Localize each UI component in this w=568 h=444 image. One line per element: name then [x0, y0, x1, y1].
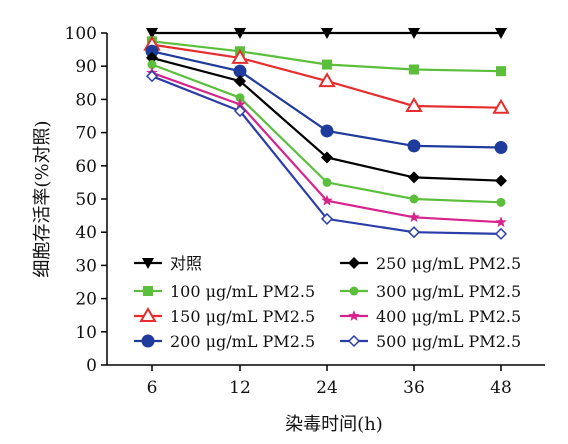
data-point	[496, 66, 506, 77]
data-point	[492, 98, 510, 114]
data-point	[322, 59, 332, 70]
legend-label: 100 μg/mL PM2.5	[170, 282, 315, 301]
legend: 对照 100 μg/mL PM2.5 150 μg/mL PM2.5 200 μg/m…	[134, 254, 521, 351]
legend-label: 500 μg/mL PM2.5	[376, 332, 521, 351]
x-tick-label: 12	[229, 378, 251, 398]
legend-swatch-marker	[142, 258, 154, 269]
data-point	[320, 124, 334, 138]
data-point	[235, 93, 245, 103]
data-point	[231, 48, 249, 64]
legend-label: 300 μg/mL PM2.5	[376, 282, 521, 301]
data-point	[147, 60, 157, 70]
legend-item: 500 μg/mL PM2.5	[340, 332, 521, 351]
legend-item: 对照	[134, 254, 202, 273]
y-tick-label: 100	[65, 24, 97, 44]
y-tick-label: 80	[75, 90, 97, 110]
y-tick-label: 30	[75, 256, 97, 276]
y-tick-label: 10	[75, 323, 97, 343]
data-point	[495, 28, 507, 39]
legend-item: 400 μg/mL PM2.5	[340, 307, 521, 326]
legend-label: 400 μg/mL PM2.5	[376, 307, 521, 326]
y-tick-label: 70	[75, 124, 97, 144]
series-0	[146, 28, 507, 39]
legend-item: 300 μg/mL PM2.5	[340, 282, 521, 301]
data-point	[495, 216, 507, 228]
x-axis-title: 染毒时间(h)	[285, 414, 383, 435]
data-point	[407, 226, 421, 239]
data-point	[233, 64, 247, 78]
data-point	[234, 98, 246, 110]
data-point	[494, 227, 508, 240]
y-axis-title: 细胞存活率(%对照)	[32, 120, 53, 277]
y-tick-label: 20	[75, 290, 97, 310]
data-point	[318, 72, 336, 88]
data-point	[408, 211, 420, 223]
data-point	[234, 28, 246, 39]
legend-swatch-marker	[139, 307, 157, 322]
series-7	[145, 70, 508, 240]
legend-swatch-marker	[347, 334, 361, 348]
legend-item: 100 μg/mL PM2.5	[134, 282, 315, 301]
series-4	[146, 51, 507, 187]
axes: 0 10 20 30 40 50 60 70 80 90 100 6 12 24 36 48	[65, 24, 545, 398]
data-point	[409, 194, 419, 204]
data-point	[405, 97, 423, 113]
data-point	[496, 197, 506, 207]
data-point	[321, 151, 333, 164]
y-tick-label: 40	[75, 223, 97, 243]
legend-label: 对照	[170, 254, 202, 273]
data-point	[408, 28, 420, 39]
data-point	[146, 28, 158, 39]
y-tick-label: 0	[86, 356, 97, 376]
data-point	[145, 70, 159, 83]
data-point	[494, 141, 508, 155]
y-tick-label: 50	[75, 190, 97, 210]
legend-item: 150 μg/mL PM2.5	[134, 307, 315, 326]
legend-label: 250 μg/mL PM2.5	[376, 254, 521, 273]
y-tick-label: 90	[75, 57, 97, 77]
legend-swatch-marker	[348, 257, 360, 269]
series-3	[145, 44, 508, 155]
data-point	[407, 139, 421, 153]
x-tick-label: 36	[403, 378, 425, 398]
series-5	[147, 60, 506, 207]
x-tick-label: 24	[316, 378, 338, 398]
data-point	[320, 212, 334, 225]
x-tick-label: 48	[490, 378, 512, 398]
data-point	[234, 75, 246, 88]
data-point	[495, 174, 507, 187]
data-point	[321, 28, 333, 39]
data-point	[409, 64, 419, 75]
legend-swatch-marker	[349, 286, 359, 296]
series-2	[143, 35, 510, 114]
legend-swatch-marker	[141, 334, 155, 348]
y-tick-label: 60	[75, 157, 97, 177]
legend-label: 200 μg/mL PM2.5	[170, 332, 315, 351]
data-point	[408, 171, 420, 184]
data-point	[146, 51, 158, 64]
legend-item: 250 μg/mL PM2.5	[340, 254, 521, 273]
legend-swatch-marker	[348, 310, 360, 321]
data-point	[321, 194, 333, 206]
legend-item: 200 μg/mL PM2.5	[134, 332, 315, 351]
x-tick-label: 6	[147, 378, 158, 398]
data-point	[322, 177, 332, 187]
legend-label: 150 μg/mL PM2.5	[170, 307, 315, 326]
legend-swatch-marker	[143, 286, 153, 296]
series-layer	[143, 28, 510, 240]
data-point	[145, 44, 159, 58]
data-point	[233, 104, 247, 118]
